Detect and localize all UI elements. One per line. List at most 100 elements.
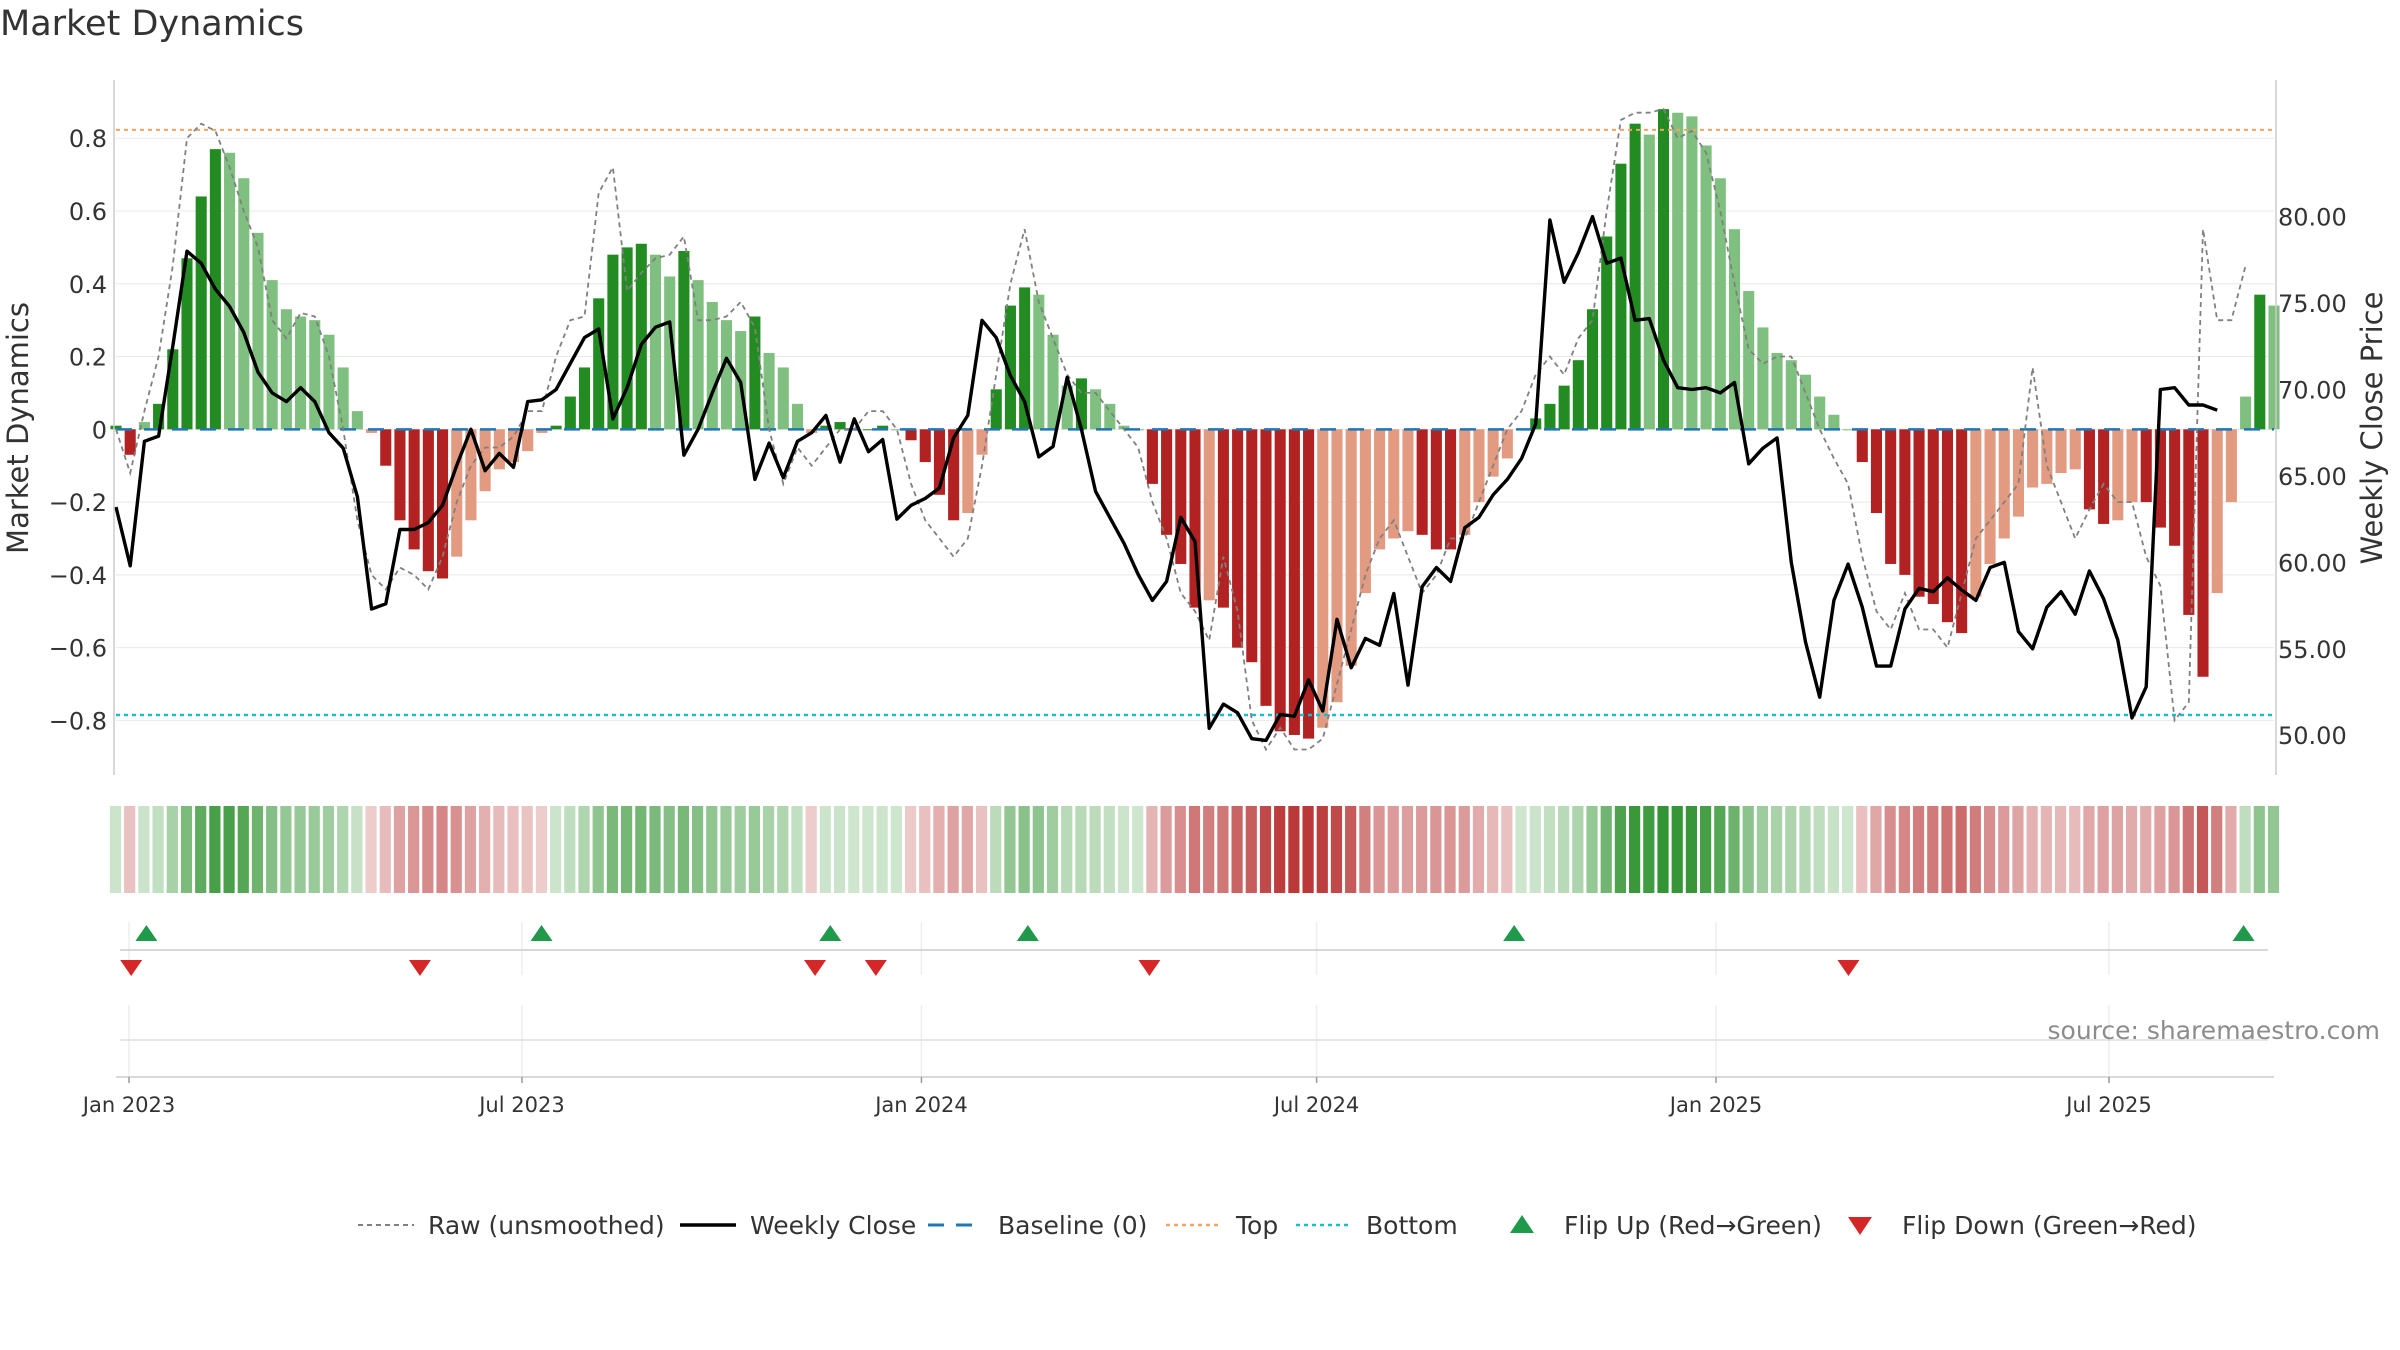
dynamics-bar-5 xyxy=(181,258,193,430)
heat-cell-142 xyxy=(2125,806,2138,893)
dynamics-bar-66 xyxy=(1047,334,1059,430)
regime-heat-strip xyxy=(109,806,2280,893)
dynamics-bar-47 xyxy=(777,367,789,430)
dynamics-bar-103 xyxy=(1572,360,1584,430)
date-tick-label-2: Jan 2024 xyxy=(873,1093,968,1117)
dynamics-bar-92 xyxy=(1416,429,1428,535)
heat-cell-52 xyxy=(848,806,860,893)
heat-cell-128 xyxy=(1927,806,1939,893)
flip-markers-panel xyxy=(120,922,2268,976)
dynamics-bar-143 xyxy=(2140,429,2152,503)
dynamics-bar-34 xyxy=(593,298,605,430)
bottom-panel: Jan 2023 Jul 2023 Jan 2024 Jul 2024 Jan 2025… xyxy=(81,1005,2380,1117)
dynamics-bar-105 xyxy=(1601,236,1613,430)
date-tick-label-5: Jul 2025 xyxy=(2064,1093,2151,1117)
heat-cell-149 xyxy=(2225,806,2237,893)
heat-cell-60 xyxy=(961,806,973,893)
flip-up-marker-3 xyxy=(1016,925,1039,941)
dynamics-bar-134 xyxy=(2012,429,2024,517)
dynamics-bar-10 xyxy=(252,232,264,430)
heat-cell-79 xyxy=(1231,806,1243,893)
dynamics-bar-21 xyxy=(408,429,420,550)
heat-cell-118 xyxy=(1785,806,1797,893)
heat-cell-24 xyxy=(450,806,462,893)
dynamics-bar-0 xyxy=(110,425,122,430)
legend-item-5: Flip Up (Red→Green) xyxy=(1510,1211,1822,1240)
dynamics-bar-97 xyxy=(1487,429,1499,477)
heat-cell-27 xyxy=(493,806,505,893)
heat-cell-106 xyxy=(1614,806,1627,893)
dynamics-bar-78 xyxy=(1217,429,1229,608)
heat-cell-148 xyxy=(2211,806,2223,893)
heat-cell-152 xyxy=(2267,806,2280,893)
dynamics-bar-62 xyxy=(990,389,1002,430)
dynamics-bar-38 xyxy=(649,254,662,430)
dynamics-bar-26 xyxy=(479,429,491,492)
heat-cell-15 xyxy=(322,806,335,893)
dynamics-bar-53 xyxy=(862,429,874,431)
dynamics-bar-132 xyxy=(1984,429,1996,564)
dynamics-bar-115 xyxy=(1743,291,1755,430)
flip-up-marker-0 xyxy=(135,925,158,941)
heat-cell-87 xyxy=(1345,806,1357,893)
dynamics-bar-121 xyxy=(1828,414,1840,430)
heat-cell-150 xyxy=(2239,806,2251,893)
flip-up-marker-2 xyxy=(819,925,842,941)
date-tick-label-1: Jul 2023 xyxy=(477,1093,564,1117)
dynamics-bar-28 xyxy=(507,429,520,463)
dynamics-bar-111 xyxy=(1686,116,1698,430)
heat-cell-53 xyxy=(862,806,874,893)
flip-down-marker-0 xyxy=(120,960,143,976)
legend-label-6: Flip Down (Green→Red) xyxy=(1902,1211,2197,1240)
right-tick-label-4: 60.00 xyxy=(2278,549,2347,577)
dynamics-bar-75 xyxy=(1175,429,1187,564)
dynamics-bar-89 xyxy=(1374,429,1386,550)
heat-cell-30 xyxy=(535,806,548,893)
heat-cell-6 xyxy=(195,806,207,893)
heat-cell-22 xyxy=(422,806,434,893)
flip-up-marker-1 xyxy=(530,925,553,941)
dynamics-bar-94 xyxy=(1445,429,1457,550)
dynamics-bar-55 xyxy=(891,429,903,431)
heat-cell-151 xyxy=(2253,806,2265,893)
left-tick-label-5: −0.2 xyxy=(49,489,107,517)
dynamics-bar-40 xyxy=(678,251,690,430)
dynamics-bar-36 xyxy=(621,247,633,430)
heat-cell-112 xyxy=(1700,806,1712,893)
flip-up-marker-4 xyxy=(1503,925,1526,941)
dynamics-bar-27 xyxy=(493,429,505,470)
legend-label-3: Top xyxy=(1235,1211,1278,1240)
dynamics-bar-67 xyxy=(1061,385,1073,430)
heat-cell-55 xyxy=(890,806,902,893)
dynamics-bar-64 xyxy=(1019,287,1031,430)
dynamics-bar-16 xyxy=(337,367,349,430)
heat-cell-84 xyxy=(1302,806,1314,893)
dynamics-bar-48 xyxy=(791,403,804,430)
heat-cell-141 xyxy=(2111,806,2123,893)
left-tick-label-0: 0.8 xyxy=(69,125,107,153)
dynamics-bar-142 xyxy=(2126,429,2138,503)
left-tick-label-7: −0.6 xyxy=(49,635,107,663)
dynamics-bar-85 xyxy=(1317,429,1329,728)
dynamics-bar-69 xyxy=(1090,389,1102,430)
dynamics-bar-79 xyxy=(1232,429,1244,648)
price-lines xyxy=(114,108,2247,752)
dynamics-bar-76 xyxy=(1189,429,1201,608)
heat-cell-138 xyxy=(2069,806,2081,893)
heat-cell-50 xyxy=(819,806,831,893)
heat-cell-21 xyxy=(408,806,420,893)
dynamics-bar-73 xyxy=(1146,429,1158,484)
heat-cell-62 xyxy=(990,806,1002,893)
dynamics-bar-151 xyxy=(2254,294,2266,430)
heat-cell-70 xyxy=(1103,806,1115,893)
dynamics-bar-41 xyxy=(692,280,704,430)
heat-cell-103 xyxy=(1572,806,1584,893)
dynamics-bar-19 xyxy=(380,429,392,466)
dynamics-bar-80 xyxy=(1246,429,1258,663)
heat-cell-48 xyxy=(791,806,803,893)
dynamics-bar-8 xyxy=(224,152,236,430)
heat-cell-73 xyxy=(1146,806,1158,893)
heat-cell-57 xyxy=(919,806,931,893)
heat-cell-139 xyxy=(2083,806,2095,893)
heat-cell-40 xyxy=(677,806,689,893)
